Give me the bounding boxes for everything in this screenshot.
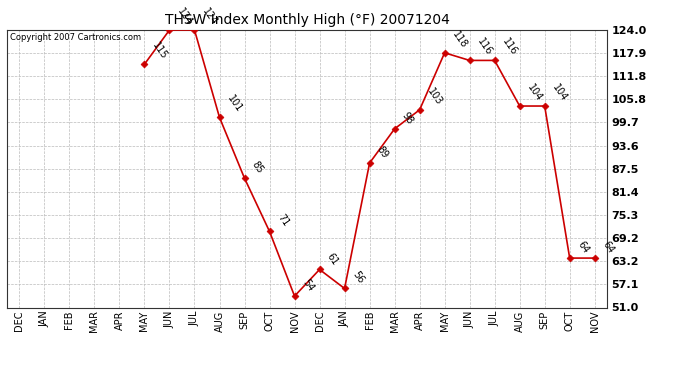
Text: 104: 104 xyxy=(525,82,544,103)
Text: 64: 64 xyxy=(575,240,591,255)
Text: 89: 89 xyxy=(375,144,391,160)
Text: 64: 64 xyxy=(600,240,615,255)
Text: 56: 56 xyxy=(350,270,366,286)
Text: 116: 116 xyxy=(500,37,519,58)
Text: 118: 118 xyxy=(450,29,469,50)
Text: 61: 61 xyxy=(325,251,340,267)
Text: 115: 115 xyxy=(150,40,169,62)
Text: 85: 85 xyxy=(250,160,266,176)
Title: THSW Index Monthly High (°F) 20071204: THSW Index Monthly High (°F) 20071204 xyxy=(165,13,449,27)
Text: 71: 71 xyxy=(275,213,290,229)
Text: Copyright 2007 Cartronics.com: Copyright 2007 Cartronics.com xyxy=(10,33,141,42)
Text: 98: 98 xyxy=(400,110,415,126)
Text: 101: 101 xyxy=(225,94,244,115)
Text: 54: 54 xyxy=(300,278,315,293)
Text: 124: 124 xyxy=(200,6,219,27)
Text: 104: 104 xyxy=(550,82,569,103)
Text: 116: 116 xyxy=(475,37,494,58)
Text: 103: 103 xyxy=(425,86,444,107)
Text: 124: 124 xyxy=(175,6,194,27)
